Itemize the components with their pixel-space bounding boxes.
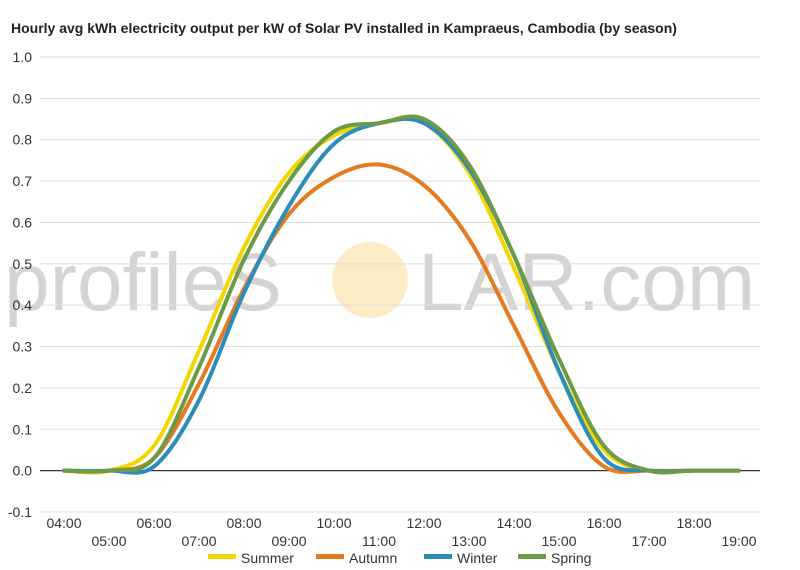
x-tick-label: 08:00: [226, 515, 261, 531]
legend-item-autumn: Autumn: [316, 550, 397, 566]
legend-label: Summer: [241, 550, 294, 566]
series-lines: [62, 114, 741, 475]
watermark-text-right: LAR.com: [418, 237, 755, 328]
legend-label: Winter: [457, 550, 498, 566]
x-tick-label: 04:00: [46, 515, 81, 531]
y-tick-label: 1.0: [13, 49, 33, 65]
x-tick-label: 14:00: [496, 515, 531, 531]
x-tick-label: 19:00: [721, 533, 756, 549]
y-tick-label: 0.8: [13, 132, 33, 148]
y-tick-label: 0.7: [13, 173, 33, 189]
x-axis-ticks: 04:00 05:00 06:00 07:00 08:00 09:00 10:00 11:00…: [46, 515, 756, 549]
y-tick-label: 0.2: [13, 380, 33, 396]
y-tick-label: -0.1: [8, 504, 32, 520]
x-tick-label: 16:00: [586, 515, 621, 531]
x-tick-label: 18:00: [676, 515, 711, 531]
x-tick-label: 05:00: [91, 533, 126, 549]
y-axis-ticks: -0.1 0.0 0.1 0.2 0.3 0.4 0.5 0.6 0.7 0.8 0.9 1.0: [8, 49, 32, 520]
gridlines: [40, 56, 760, 513]
x-tick-label: 07:00: [181, 533, 216, 549]
watermark-sun: [332, 242, 408, 318]
y-tick-label: 0.0: [13, 463, 33, 479]
legend-item-summer: Summer: [208, 550, 294, 566]
legend-swatch: [424, 554, 452, 559]
y-tick-label: 0.6: [13, 214, 33, 230]
legend: Summer Autumn Winter Spring: [208, 550, 591, 566]
x-tick-label: 09:00: [271, 533, 306, 549]
y-tick-label: 0.5: [13, 256, 33, 272]
watermark: profileS LAR.com: [4, 237, 755, 328]
legend-swatch: [518, 554, 546, 559]
x-tick-label: 15:00: [541, 533, 576, 549]
legend-label: Autumn: [349, 550, 397, 566]
x-tick-label: 13:00: [451, 533, 486, 549]
legend-item-winter: Winter: [424, 550, 498, 566]
chart-title: Hourly avg kWh electricity output per kW…: [11, 20, 677, 36]
series-line-spring: [62, 114, 741, 475]
x-tick-label: 10:00: [316, 515, 351, 531]
y-tick-label: 0.9: [13, 90, 33, 106]
legend-label: Spring: [551, 550, 591, 566]
x-tick-label: 11:00: [362, 533, 396, 549]
legend-swatch: [316, 554, 344, 559]
legend-swatch: [208, 554, 236, 559]
x-tick-label: 06:00: [136, 515, 171, 531]
series-line-autumn: [62, 162, 741, 474]
y-tick-label: 0.3: [13, 339, 33, 355]
y-tick-label: 0.1: [13, 421, 33, 437]
legend-item-spring: Spring: [518, 550, 591, 566]
x-tick-label: 12:00: [406, 515, 441, 531]
x-tick-label: 17:00: [631, 533, 666, 549]
y-tick-label: 0.4: [13, 297, 33, 313]
